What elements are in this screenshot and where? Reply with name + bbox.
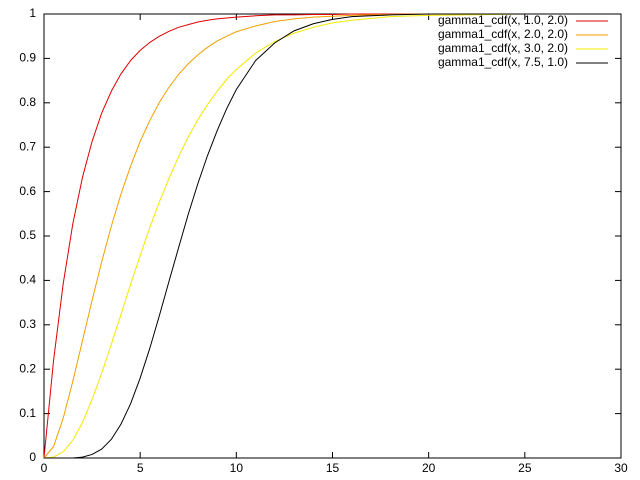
legend-label: gamma1_cdf(x, 1.0, 2.0)	[438, 13, 568, 27]
x-tick-label: 0	[41, 461, 48, 475]
x-tick-label: 5	[137, 461, 144, 475]
y-tick-label: 0.7	[19, 139, 36, 153]
y-tick-label: 0.3	[19, 317, 36, 331]
legend-label: gamma1_cdf(x, 3.0, 2.0)	[438, 41, 568, 55]
y-tick-label: 0.6	[19, 184, 36, 198]
x-tick-label: 25	[518, 461, 532, 475]
legend-label: gamma1_cdf(x, 7.5, 1.0)	[438, 55, 568, 69]
x-tick-label: 15	[326, 461, 340, 475]
plot-border	[43, 13, 622, 459]
y-tick-label: 0.4	[19, 273, 36, 287]
legend-label: gamma1_cdf(x, 2.0, 2.0)	[438, 27, 568, 41]
y-tick-label: 0.9	[19, 51, 36, 65]
x-tick-label: 20	[422, 461, 436, 475]
y-tick-label: 0.2	[19, 361, 36, 375]
series-line	[43, 13, 621, 459]
y-tick-label: 0.5	[19, 228, 36, 242]
series-line	[43, 13, 621, 459]
series-line	[43, 13, 621, 459]
y-tick-label: 0.8	[19, 95, 36, 109]
y-tick-label: 1	[29, 6, 36, 20]
series-line	[44, 13, 621, 459]
x-tick-label: 30	[614, 461, 628, 475]
x-tick-label: 10	[230, 461, 244, 475]
y-tick-label: 0.1	[19, 406, 36, 420]
y-tick-label: 0	[29, 450, 36, 464]
